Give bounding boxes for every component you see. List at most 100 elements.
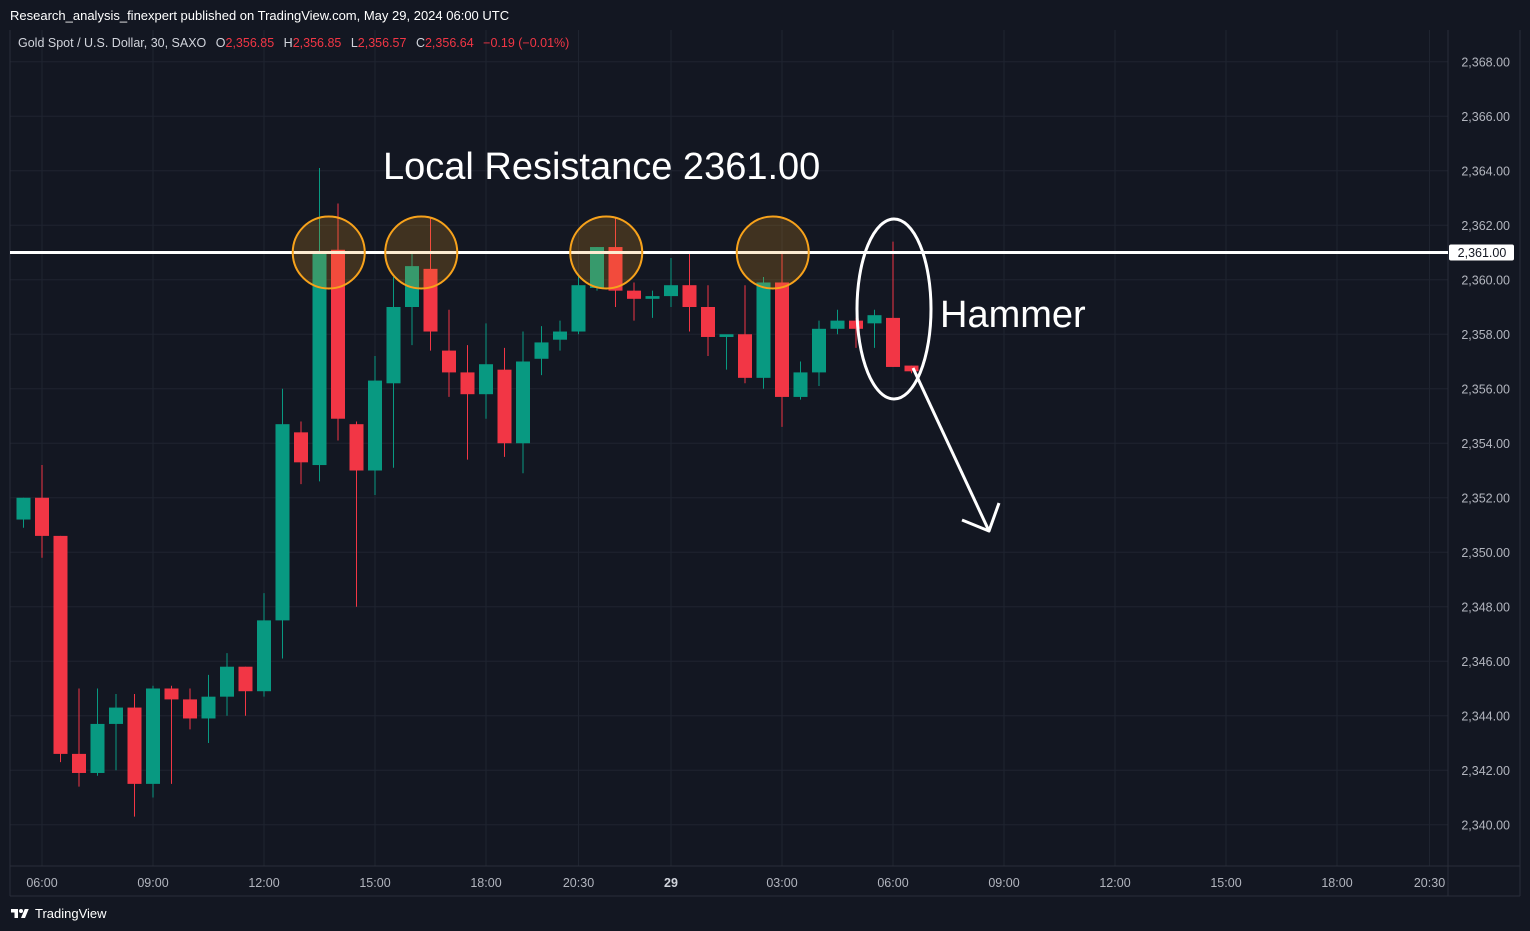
candle [90,688,105,776]
grid-lines [10,30,1448,866]
candle-body [53,535,68,754]
price-tick-label: 2,350.00 [1461,546,1510,560]
candle-body [775,282,789,397]
tradingview-footer[interactable]: TradingView [10,906,107,921]
time-tick-label: 20:30 [563,876,594,890]
candle-body [331,249,345,419]
candle-body [608,247,623,291]
time-tick-label: 18:00 [470,876,501,890]
candle [516,331,530,474]
candle-body [645,296,660,299]
low-value: 2,356.57 [357,36,407,50]
candle-body [349,424,364,471]
low-label: L [350,36,358,50]
price-tick-label: 2,344.00 [1461,709,1510,723]
candle-body [90,723,105,773]
candle-body [201,696,216,719]
hammer-annotation [855,217,1001,533]
touch-circle [384,215,459,290]
candle-body [516,361,530,444]
candle-body [664,285,678,297]
candle [368,356,382,496]
price-tick-label: 2,356.00 [1461,382,1510,396]
price-tick-label: 2,360.00 [1461,273,1510,287]
time-tick-label: 12:00 [1099,876,1130,890]
price-tick-label: 2,354.00 [1461,437,1510,451]
time-tick-label: 20:30 [1414,876,1445,890]
axis-borders [9,30,1521,897]
candle-body [72,753,86,773]
candle [386,277,401,468]
price-tick-label: 2,362.00 [1461,219,1510,233]
down-arrow-head [961,502,1001,533]
price-tick-label: 2,352.00 [1461,491,1510,505]
candle [886,241,900,367]
touch-circle [291,215,366,290]
candle [719,334,734,370]
price-axis[interactable]: 2,368.00 2,366.00 2,364.00 2,362.00 2,360.00… [1461,55,1510,832]
candle [183,688,197,730]
candle-body [590,247,604,288]
high-value: 2,356.85 [292,36,342,50]
candle [775,252,789,427]
candle [35,465,49,558]
resistance-price-label: 2,361.00 [1458,246,1507,260]
hammer-annotation-text: Hammer [940,294,1086,336]
hammer-ellipse [855,217,933,401]
resistance-line[interactable]: 2,361.00 [10,244,1514,261]
candle-body [886,317,900,367]
price-tick-label: 2,366.00 [1461,110,1510,124]
candle [442,309,456,397]
candle-body [220,666,234,697]
candle-body [756,282,771,378]
price-tick-label: 2,342.00 [1461,764,1510,778]
candle [534,326,549,376]
candle-body [793,372,808,397]
candle-body [183,699,197,719]
candle-body [701,307,715,337]
publisher-line: Research_analysis_finexpert published on… [10,8,510,23]
candle-body [479,364,493,395]
candle [571,274,586,335]
tradingview-logo-icon [11,908,29,918]
symbol-name[interactable]: Gold Spot / U.S. Dollar, 30, SAXO [18,36,207,50]
candles [16,168,919,817]
ohlc-legend: Gold Spot / U.S. Dollar, 30, SAXO O2,356… [18,36,569,50]
time-tick-label: 15:00 [1210,876,1241,890]
time-tick-label: 29 [664,876,678,890]
resistance-annotation-text: Local Resistance 2361.00 [383,146,820,188]
candle [812,320,826,387]
candle-body [146,688,160,784]
candle [423,217,438,351]
tradingview-brand: TradingView [35,906,107,921]
candle [682,252,697,332]
candle-body [16,497,31,520]
price-tick-label: 2,348.00 [1461,600,1510,614]
price-tick-label: 2,346.00 [1461,655,1510,669]
down-arrow-shaft [911,367,991,532]
price-tick-label: 2,368.00 [1461,55,1510,69]
candle [553,320,567,351]
resistance-touch-circles [291,215,810,290]
candle-body [867,315,882,324]
candle [127,693,142,817]
candle-body [35,497,49,536]
candle-body [127,707,142,784]
candle-body [849,320,863,329]
candle-body [109,707,123,724]
time-tick-label: 12:00 [248,876,279,890]
time-tick-label: 03:00 [766,876,797,890]
touch-circle [569,215,644,290]
candle-body [460,372,475,395]
candle [312,168,327,482]
candle [349,421,364,607]
candle [756,277,771,389]
candle [16,497,31,528]
time-axis[interactable]: 06:00 09:00 12:00 15:00 18:00 20:30 29 03:00 06:… [26,876,1445,890]
change-value: −0.19 (−0.01%) [483,36,570,50]
candle-body [904,365,919,372]
candle-body [386,307,401,384]
candle-body [294,432,308,463]
candle-body [534,342,549,359]
